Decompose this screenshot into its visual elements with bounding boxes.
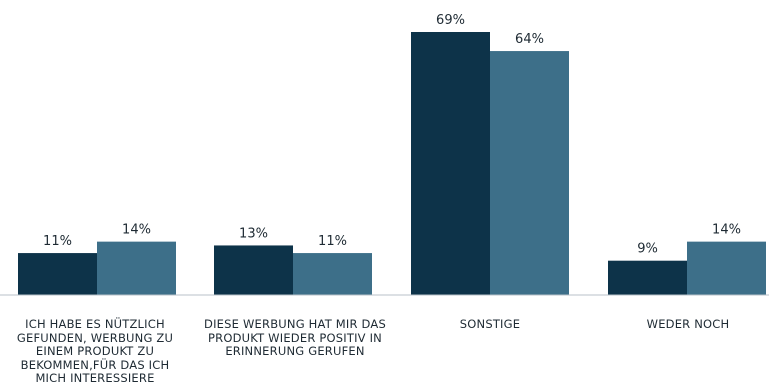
bar-3-series-1: [687, 241, 766, 295]
value-label-0-series-0: 11%: [43, 234, 72, 249]
bar-0-series-1: [97, 241, 176, 295]
bars-group: [18, 32, 766, 296]
value-label-2-series-0: 69%: [436, 13, 465, 28]
bar-1-series-1: [293, 253, 372, 295]
value-label-1-series-0: 13%: [239, 226, 268, 241]
bar-0-series-0: [18, 253, 97, 295]
category-label-2: SONSTIGE: [459, 317, 521, 331]
category-label-0: ICH HABE ES NÜTZLICH GEFUNDEN, WERBUNG Z…: [16, 317, 174, 385]
value-label-3-series-0: 9%: [637, 242, 658, 257]
bar-3-series-0: [608, 260, 687, 295]
bar-2-series-1: [490, 51, 569, 296]
category-label-1: DIESE WERBUNG HAT MIR DAS PRODUKT WIEDER…: [204, 317, 386, 358]
value-labels-group: 11% 14% 13% 11% 69% 64% 9% 14%: [43, 13, 741, 257]
bar-2-series-0: [411, 32, 490, 295]
value-label-2-series-1: 64%: [515, 32, 544, 47]
value-label-3-series-1: 14%: [712, 223, 741, 238]
bar-1-series-0: [214, 245, 293, 295]
value-label-1-series-1: 11%: [318, 234, 347, 249]
value-label-0-series-1: 14%: [122, 223, 151, 238]
category-label-3: WEDER NOCH: [646, 317, 730, 331]
